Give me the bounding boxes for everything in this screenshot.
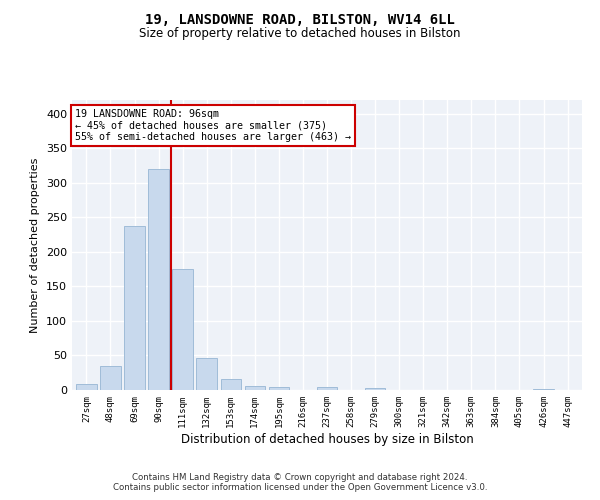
Text: Contains HM Land Registry data © Crown copyright and database right 2024.: Contains HM Land Registry data © Crown c… <box>132 472 468 482</box>
Bar <box>76 384 97 390</box>
Bar <box>317 387 337 390</box>
Bar <box>245 386 265 390</box>
Bar <box>196 358 217 390</box>
Text: Size of property relative to detached houses in Bilston: Size of property relative to detached ho… <box>139 28 461 40</box>
Bar <box>148 169 169 390</box>
Text: 19 LANSDOWNE ROAD: 96sqm
← 45% of detached houses are smaller (375)
55% of semi-: 19 LANSDOWNE ROAD: 96sqm ← 45% of detach… <box>74 108 350 142</box>
Bar <box>269 387 289 390</box>
Text: Contains public sector information licensed under the Open Government Licence v3: Contains public sector information licen… <box>113 484 487 492</box>
Bar <box>172 269 193 390</box>
Bar <box>221 379 241 390</box>
Y-axis label: Number of detached properties: Number of detached properties <box>31 158 40 332</box>
Bar <box>100 366 121 390</box>
Bar <box>365 388 385 390</box>
Bar <box>533 388 554 390</box>
Bar <box>124 226 145 390</box>
Text: 19, LANSDOWNE ROAD, BILSTON, WV14 6LL: 19, LANSDOWNE ROAD, BILSTON, WV14 6LL <box>145 12 455 26</box>
Text: Distribution of detached houses by size in Bilston: Distribution of detached houses by size … <box>181 432 473 446</box>
